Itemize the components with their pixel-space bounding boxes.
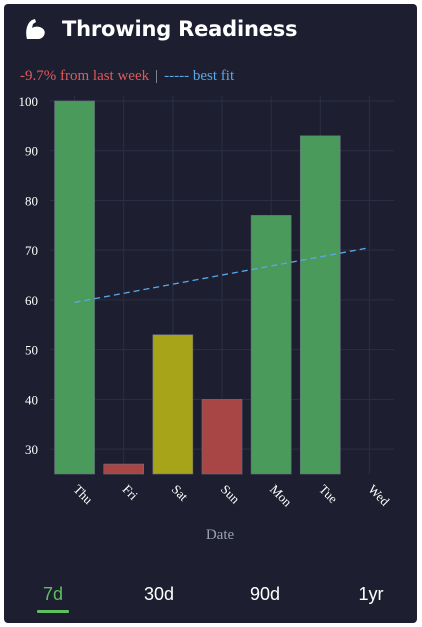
y-tick-label: 30 (25, 442, 38, 457)
bar-sun (201, 399, 243, 475)
y-tick-label: 80 (25, 193, 38, 208)
flexed-biceps-icon (26, 19, 45, 39)
separator: | (155, 68, 159, 84)
page-title: Throwing Readiness (62, 17, 298, 41)
y-tick-label: 60 (25, 293, 38, 308)
tab-label: 90d (249, 584, 281, 604)
bar-sat (152, 334, 194, 475)
tab-label: 30d (143, 584, 175, 604)
best-fit-legend: ----- best fit (164, 68, 235, 84)
tab-1yr[interactable]: 1yr (341, 584, 401, 605)
y-tick-label: 50 (25, 343, 38, 358)
tab-label: 1yr (358, 584, 384, 604)
x-tick-label: Tue (316, 482, 341, 507)
tab-label: 7d (42, 584, 64, 604)
active-tab-indicator (37, 610, 69, 613)
tab-7d[interactable]: 7d (23, 584, 83, 613)
x-tick-label: Fri (120, 482, 142, 504)
x-tick-label: Thu (70, 482, 96, 508)
tab-90d[interactable]: 90d (235, 584, 295, 605)
y-tick-label: 100 (19, 94, 39, 109)
x-axis-label: Date (206, 527, 235, 543)
x-tick-label: Wed (365, 482, 393, 510)
bar-tue (299, 135, 341, 475)
bar-fri (103, 463, 145, 475)
chart-summary: -9.7% from last week | ----- best fit (20, 68, 234, 85)
x-tick-label: Sun (218, 482, 243, 507)
weekly-change-text: -9.7% from last week (20, 68, 150, 84)
x-tick-label: Mon (267, 482, 295, 510)
bar-mon (250, 215, 292, 475)
y-tick-label: 40 (25, 392, 38, 407)
header: Throwing Readiness (22, 16, 298, 42)
readiness-screen: Throwing Readiness -9.7% from last week |… (4, 4, 417, 623)
range-tabs: 7d 30d 90d 1yr (4, 584, 417, 614)
bar-thu (54, 100, 95, 475)
tab-30d[interactable]: 30d (129, 584, 189, 605)
y-tick-label: 90 (25, 144, 38, 159)
readiness-bar-chart: 30 40 50 60 70 80 90 100 Thu Fri Sat Sun Mon Tue Wed Da… (19, 94, 394, 543)
x-tick-label: Sat (169, 482, 192, 505)
y-tick-label: 70 (25, 243, 38, 258)
